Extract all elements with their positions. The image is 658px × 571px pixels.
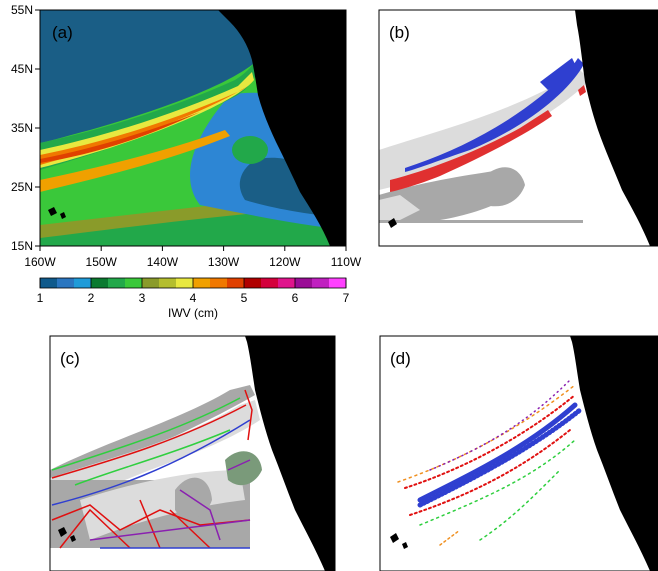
land-mass-b <box>575 10 658 246</box>
panel-b-label: (b) <box>389 23 410 42</box>
mask-feature-c <box>225 451 262 486</box>
land-mass-c <box>245 336 335 571</box>
panel-d-map <box>380 336 658 571</box>
colorbar: 1 2 3 4 5 6 7 <box>37 277 350 305</box>
object-red <box>390 110 552 192</box>
iwv-green-patch <box>232 136 268 164</box>
x-tick-label: 160W <box>24 255 56 269</box>
ar-band-secondary <box>40 130 230 192</box>
colorbar-swatch <box>91 278 109 288</box>
colorbar-swatch <box>108 278 126 288</box>
panel-c-label: (c) <box>60 349 80 368</box>
island-a <box>48 207 57 216</box>
x-tick-label: 130W <box>208 255 240 269</box>
x-tick-label: 120W <box>269 255 301 269</box>
y-tick-label: 55N <box>11 3 33 17</box>
panel-a-axes: 160W 150W 140W 130W 120W 110W 15N 25N 35N 45N 55N <box>11 3 362 269</box>
colorbar-swatch <box>125 278 143 288</box>
colorbar-tick-label: 7 <box>343 291 350 305</box>
panel-a: (a) 160W 150W 140W 130W 120W 110W 15N 25N 35N 45N… <box>11 3 362 320</box>
colorbar-swatch <box>312 278 330 288</box>
colorbar-swatch <box>210 278 228 288</box>
colorbar-swatch <box>295 278 313 288</box>
land-mass-d <box>570 336 658 571</box>
colorbar-swatch <box>74 278 92 288</box>
panel-d-frame <box>379 335 658 571</box>
iwv-dry-north <box>40 10 258 143</box>
y-tick-label: 15N <box>11 239 33 253</box>
colorbar-label: IWV (cm) <box>168 306 218 320</box>
panel-b: (b) <box>378 9 658 247</box>
colorbar-swatch <box>261 278 279 288</box>
colorbar-swatch <box>227 278 245 288</box>
y-tick-label: 45N <box>11 62 33 76</box>
colorbar-tick-label: 5 <box>241 291 248 305</box>
panel-c-frame <box>49 335 336 571</box>
colorbar-swatch <box>193 278 211 288</box>
colorbar-tick-label: 6 <box>292 291 299 305</box>
y-tick-label: 35N <box>11 121 33 135</box>
island-a-2 <box>60 212 66 219</box>
colorbar-tick-label: 3 <box>139 291 146 305</box>
x-tick-label: 140W <box>147 255 179 269</box>
x-tick-label: 150W <box>86 255 118 269</box>
colorbar-swatch <box>57 278 75 288</box>
panel-d: (d) <box>379 335 658 571</box>
skeleton-lines <box>51 389 253 549</box>
colorbar-tick-label: 1 <box>37 291 44 305</box>
colorbar-tick-label: 4 <box>190 291 197 305</box>
x-tick-label: 110W <box>331 255 362 269</box>
colorbar-swatch <box>244 278 262 288</box>
ar-band-red <box>40 112 200 163</box>
land-mass-a <box>218 10 346 246</box>
colorbar-swatch <box>329 278 347 288</box>
colorbar-swatch <box>142 278 160 288</box>
colorbar-swatch <box>176 278 194 288</box>
colorbar-tick-label: 2 <box>88 291 95 305</box>
mask-dark-c <box>50 385 255 482</box>
panel-c: (c) <box>49 335 336 571</box>
colorbar-swatch <box>40 278 58 288</box>
panel-a-map <box>40 10 346 246</box>
ar-band-orange <box>40 86 248 165</box>
colorbar-swatch <box>278 278 296 288</box>
panel-b-frame <box>378 9 658 247</box>
skeleton-dots <box>397 379 583 546</box>
panel-d-label: (d) <box>390 349 411 368</box>
colorbar-swatch <box>159 278 177 288</box>
panel-c-map <box>50 336 335 571</box>
panel-a-label: (a) <box>52 23 73 42</box>
panel-b-map <box>379 10 658 246</box>
y-tick-label: 25N <box>11 180 33 194</box>
